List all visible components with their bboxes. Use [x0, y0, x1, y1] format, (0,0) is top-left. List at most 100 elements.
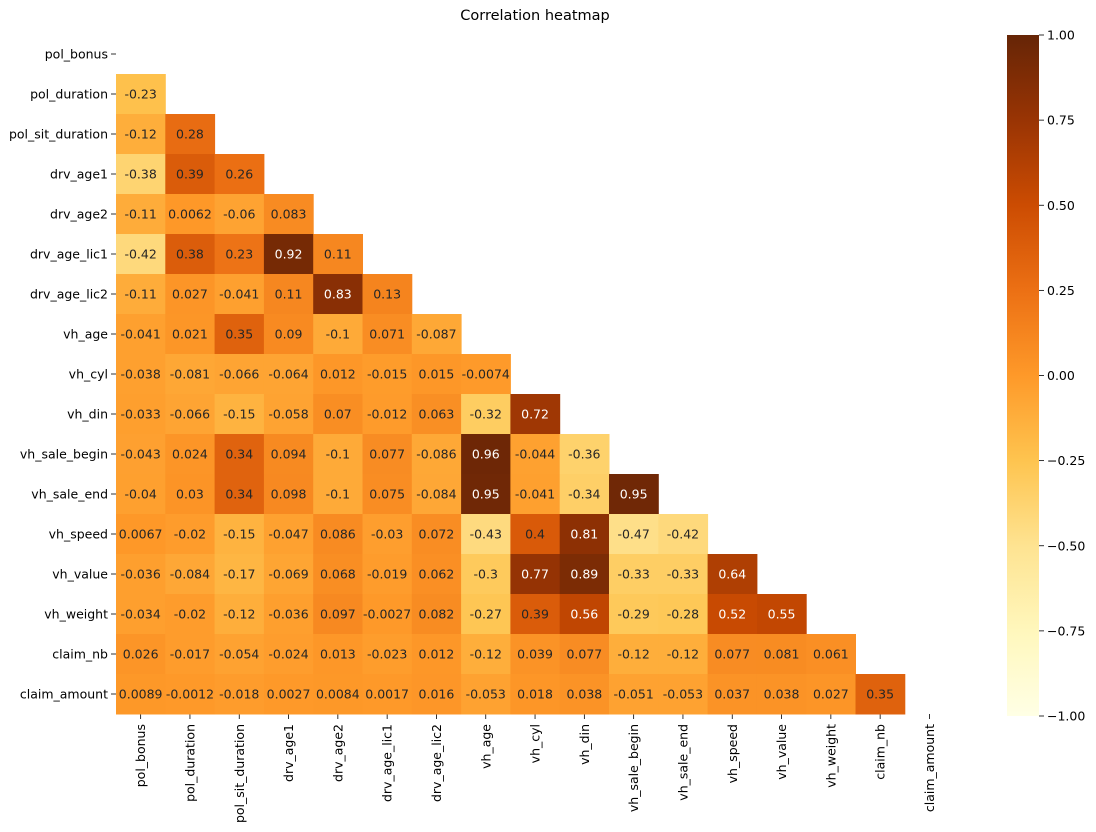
heatmap-cell: [165, 434, 216, 475]
cell-value-label: -0.053: [663, 687, 703, 702]
heatmap-cell: [510, 474, 561, 515]
cell-value-label: 0.96: [472, 447, 500, 462]
heatmap-cell: [707, 634, 758, 675]
cell-value-label: 0.0089: [119, 687, 163, 702]
cell-value-label: 0.037: [714, 687, 750, 702]
cell-value-label: -0.051: [614, 687, 654, 702]
cell-value-label: 0.03: [176, 487, 204, 502]
heatmap-cell: [362, 594, 413, 635]
cell-value-label: 0.72: [521, 407, 549, 422]
colorbar-tick-label: 0.00: [1047, 368, 1075, 383]
heatmap-cell: [263, 274, 314, 315]
cell-value-label: -0.12: [667, 647, 699, 662]
cell-value-label: 0.09: [275, 327, 303, 342]
cell-value-label: -0.053: [466, 687, 506, 702]
column-labels: pol_bonus pol_duration pol_sit_duration drv…: [133, 714, 937, 823]
heatmap-cell: [559, 674, 610, 715]
column-label-pol_bonus: pol_bonus: [133, 724, 148, 787]
heatmap-cell: [165, 274, 216, 315]
heatmap-cell: [263, 674, 314, 715]
cell-value-label: 0.52: [718, 607, 746, 622]
cell-value-label: 0.027: [813, 687, 849, 702]
heatmap-cell: [263, 354, 314, 395]
cell-value-label: 0.35: [225, 327, 253, 342]
cell-value-label: -0.47: [617, 527, 649, 542]
cell-value-label: 0.061: [813, 647, 849, 662]
cell-value-label: -0.1: [326, 327, 350, 342]
column-label-claim_nb: claim_nb: [873, 724, 888, 780]
cell-value-label: 0.89: [570, 567, 598, 582]
cell-value-label: 0.81: [570, 527, 598, 542]
heatmap-cell: [116, 274, 166, 315]
heatmap-cell: [461, 634, 511, 675]
heatmap-cell: [165, 354, 216, 395]
cell-value-label: 0.015: [419, 367, 455, 382]
cell-value-label: -0.42: [124, 247, 156, 262]
heatmap-cell: [707, 594, 758, 635]
row-label-vh_sale_end: vh_sale_end: [31, 487, 108, 502]
heatmap-cell: [855, 674, 906, 715]
cell-value-label: 0.026: [123, 647, 159, 662]
cell-value-label: -0.36: [568, 447, 600, 462]
heatmap-cell: [806, 634, 856, 675]
cell-value-label: 0.11: [275, 287, 303, 302]
column-label-drv_age_lic1: drv_age_lic1: [380, 724, 395, 802]
cell-value-label: -0.02: [174, 527, 206, 542]
cell-value-label: -0.047: [268, 527, 308, 542]
cell-value-label: 0.95: [472, 487, 500, 502]
heatmap-cell: [461, 394, 511, 435]
heatmap-cell: [214, 354, 265, 395]
cell-value-label: -0.03: [371, 527, 403, 542]
cell-value-label: -0.041: [121, 327, 161, 342]
cell-value-label: 0.077: [566, 647, 602, 662]
colorbar-tick-label: −1.00: [1047, 709, 1085, 724]
heatmap-cell: [263, 514, 314, 555]
row-label-claim_nb: claim_nb: [52, 647, 108, 662]
heatmap-cell: [707, 674, 758, 715]
heatmap-cell: [362, 554, 413, 595]
cell-value-label: -0.044: [515, 447, 555, 462]
cell-value-label: 0.39: [176, 167, 204, 182]
row-label-vh_sale_begin: vh_sale_begin: [20, 447, 108, 462]
heatmap-cell: [362, 434, 413, 475]
cell-value-label: 0.077: [714, 647, 750, 662]
cell-value-label: 0.0084: [316, 687, 360, 702]
cell-value-label: -0.23: [124, 87, 156, 102]
row-label-pol_duration: pol_duration: [30, 87, 108, 102]
heatmap-cell: [165, 514, 216, 555]
heatmap-cell: [411, 634, 462, 675]
cell-value-label: -0.11: [124, 207, 156, 222]
heatmap-cell: [116, 194, 166, 235]
heatmap-cell: [510, 514, 561, 555]
heatmap-cell: [214, 594, 265, 635]
cell-value-label: -0.29: [617, 607, 649, 622]
heatmap-cell: [707, 554, 758, 595]
cell-value-label: 0.083: [271, 207, 307, 222]
heatmap-cell: [165, 314, 216, 355]
cell-value-label: 0.64: [718, 567, 746, 582]
column-label-vh_din: vh_din: [577, 724, 592, 765]
heatmap-cell: [116, 514, 166, 555]
heatmap-cell: [461, 554, 511, 595]
column-label-vh_value: vh_value: [774, 724, 789, 780]
cell-value-label: 0.0062: [168, 207, 212, 222]
row-label-drv_age2: drv_age2: [50, 207, 108, 222]
cell-value-label: 0.027: [172, 287, 208, 302]
heatmap-cell: [214, 554, 265, 595]
cell-value-label: 0.35: [866, 687, 894, 702]
heatmap-cell: [165, 394, 216, 435]
heatmap-cell: [313, 314, 363, 355]
cell-value-label: 0.0067: [119, 527, 163, 542]
heatmap-cell: [263, 594, 314, 635]
cell-value-label: -0.34: [568, 487, 600, 502]
heatmap-cell: [658, 594, 709, 635]
cell-value-label: 0.038: [764, 687, 800, 702]
row-labels: pol_bonus pol_duration pol_sit_durationdrv…: [9, 47, 116, 702]
heatmap-cell: [461, 434, 511, 475]
row-label-pol_sit_duration: pol_sit_duration: [9, 127, 108, 142]
heatmap-cell: [510, 634, 561, 675]
row-label-vh_age: vh_age: [63, 327, 108, 342]
cell-value-label: -0.084: [416, 487, 456, 502]
heatmap-cell: [116, 394, 166, 435]
column-label-drv_age1: drv_age1: [281, 724, 296, 782]
